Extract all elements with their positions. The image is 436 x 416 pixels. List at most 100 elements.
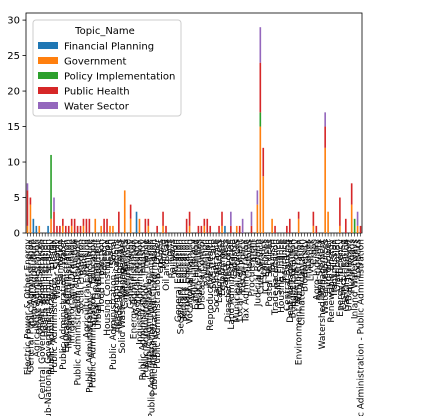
x-tick-label: Urban Transport <box>345 239 355 312</box>
x-tick-label: Population <box>203 239 213 286</box>
x-tick-label: District Heating <box>339 239 349 309</box>
bar-segment <box>339 197 341 226</box>
x-tick-label: Land Administration <box>227 239 237 330</box>
x-tick-label: Housing Construction <box>103 239 113 336</box>
x-tick-label: General Industry <box>133 238 143 314</box>
bar-segment <box>123 190 126 233</box>
bar-segment <box>203 218 206 226</box>
legend-label: Public Health <box>64 87 130 98</box>
x-tick-label: Public Administration - Energy <box>47 238 57 375</box>
x-tick-label: Social Insurance <box>212 239 222 313</box>
bar-segment <box>70 218 73 226</box>
x-tick-label: Audit <box>250 239 260 263</box>
x-tick-label: Agricultural Extension <box>82 239 92 338</box>
x-tick-label: Nutrition <box>200 239 210 278</box>
x-tick-label: Health Administration <box>41 239 51 337</box>
legend-swatch <box>38 87 58 94</box>
x-tick-label: Law and Justice <box>71 239 81 310</box>
x-tick-label: Health <box>106 239 116 269</box>
bar-segment <box>26 183 29 191</box>
x-tick-label: Revenue Policy <box>292 238 302 307</box>
bar-segment <box>185 218 188 233</box>
x-tick-label: Industry Administration <box>135 239 145 345</box>
legend-swatch <box>38 57 58 64</box>
bar-segment <box>59 225 61 233</box>
bar-segment <box>129 204 132 219</box>
x-tick-label: Capital Markets <box>121 239 131 309</box>
x-tick-label: Public Administration - Health <box>50 239 60 373</box>
bar-segment <box>286 225 288 233</box>
x-tick-label: General Agriculture <box>29 239 39 327</box>
bar-segment <box>353 218 356 233</box>
x-tick-label: Aviation <box>171 239 181 275</box>
x-tick-label: Energy Administration <box>130 239 140 339</box>
x-tick-label: Public Administration - Water <box>59 239 69 370</box>
bar-segment <box>339 225 341 233</box>
x-tick-label: Judicial Reform <box>253 239 263 307</box>
x-tick-label: Watershed Management <box>318 239 328 350</box>
bar-segment <box>224 225 226 233</box>
bar-segment <box>50 154 52 219</box>
bar-segment <box>197 225 200 233</box>
x-tick-label: Urban Development <box>94 239 104 330</box>
bar-segment <box>56 225 58 233</box>
x-tick-label: Solid Waste Management <box>118 239 128 354</box>
x-tick-label: Customs <box>245 239 255 278</box>
x-tick-label: Public Administration - Industry <box>138 238 148 380</box>
x-tick-label: Oil and Gas <box>162 239 172 291</box>
x-tick-label: Civil Service <box>256 239 266 295</box>
bar-segment <box>129 218 132 233</box>
x-tick-label: Rural Development <box>91 239 101 326</box>
x-tick-label: Insurance <box>280 239 290 284</box>
x-tick-label: Renewable Energy <box>327 238 337 322</box>
bar-segment <box>147 218 150 226</box>
y-tick-label: 0 <box>14 229 20 240</box>
y-tick-label: 25 <box>7 51 20 62</box>
bar-segment <box>221 225 223 233</box>
x-tick-label: Public Administration - Water Sanitation <box>147 239 157 416</box>
bar-segment <box>32 218 35 233</box>
bar-segment <box>53 197 55 212</box>
bar-segment <box>76 225 79 233</box>
x-tick-label: Public Administration - Agriculture <box>85 239 95 393</box>
x-tick-label: Local Government <box>236 239 246 322</box>
bar-segment <box>274 225 276 233</box>
x-tick-label: Logistics <box>354 239 364 278</box>
bar-segment <box>203 225 206 233</box>
bar-segment <box>103 218 105 233</box>
legend-label: Financial Planning <box>64 42 154 53</box>
x-tick-label: Early Childhood <box>191 239 201 310</box>
x-tick-label: Budget Execution <box>289 239 299 318</box>
bar-segment <box>109 225 111 233</box>
x-tick-label: Banking <box>79 239 89 276</box>
bar-segment <box>259 112 262 127</box>
x-tick-label: Education Administration <box>62 239 72 353</box>
bar-segment <box>38 225 41 233</box>
x-tick-label: Secondary Education <box>177 239 187 334</box>
bar-segment <box>350 204 353 233</box>
x-tick-label: Trade Facilitation <box>271 239 281 316</box>
x-tick-label: Debt Management <box>286 239 296 323</box>
plot-area <box>25 12 363 234</box>
bar-segment <box>250 211 253 226</box>
x-tick-label: Public Administration - Information <box>150 239 160 395</box>
x-tick-label: Housing Finance <box>277 239 287 313</box>
bar-segment <box>315 225 318 233</box>
bar-segment <box>26 225 29 233</box>
bar-segment <box>162 211 164 226</box>
x-tick-label: Municipal Services <box>233 239 243 323</box>
bar-segment <box>188 211 191 226</box>
y-tick-label: 15 <box>7 122 20 133</box>
bar-segment <box>165 225 167 233</box>
x-tick-label: Water Resources <box>321 239 331 315</box>
x-tick-label: General Energy <box>127 238 137 309</box>
bar-segment <box>350 183 353 205</box>
x-tick-label: Biodiversity <box>301 238 311 292</box>
bar-segment <box>238 225 241 233</box>
x-tick-label: Public Administration - Education <box>88 239 98 388</box>
bar-segment <box>29 197 32 205</box>
x-tick-label: Crops <box>309 239 319 265</box>
x-tick-label: Rural Roads <box>348 239 358 293</box>
bar-segment <box>312 211 315 226</box>
x-tick-label: Adult Literacy <box>189 238 199 301</box>
